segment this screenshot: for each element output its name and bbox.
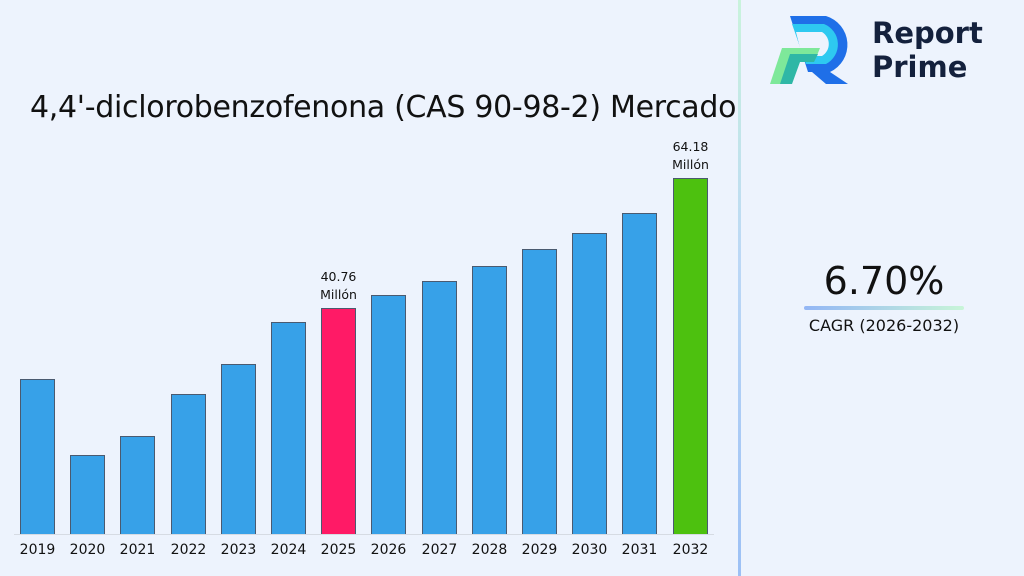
x-tick-label: 2020 [69, 542, 106, 558]
report-prime-logo-icon [770, 16, 848, 84]
bar-2021 [120, 436, 155, 534]
x-tick-label: 2025 [320, 542, 357, 558]
x-tick-label: 2022 [170, 542, 207, 558]
cagr-underline [804, 306, 964, 310]
bar-2024 [271, 322, 306, 534]
bar-2028 [472, 266, 507, 534]
bar-2019 [20, 379, 55, 534]
x-tick-label: 2031 [621, 542, 658, 558]
bar-2029 [522, 249, 557, 534]
cagr-value: 6.70% [823, 259, 945, 303]
bar-2025 [321, 308, 356, 534]
bar-2027 [422, 281, 457, 534]
bar-chart: 2019 2020 2021 2022 2023 2024 2025 40.76 Millón 2… [14, 139, 714, 558]
bar-2023 [221, 364, 256, 534]
bar-2026 [371, 295, 406, 534]
vertical-divider [738, 0, 741, 576]
x-axis-line [14, 534, 714, 535]
x-tick-label: 2027 [421, 542, 458, 558]
bar-2031 [622, 213, 657, 534]
brand-name-line1: Report [872, 16, 983, 50]
x-tick-label: 2029 [521, 542, 558, 558]
x-tick-label: 2021 [119, 542, 156, 558]
x-tick-label: 2028 [471, 542, 508, 558]
x-tick-label: 2019 [19, 542, 56, 558]
x-tick-label: 2032 [672, 542, 709, 558]
data-label-2025: 40.76 Millón [320, 269, 357, 302]
x-tick-label: 2024 [270, 542, 307, 558]
bar-2030 [572, 233, 607, 534]
brand-name: Report Prime [872, 16, 983, 84]
chart-title: 4,4'-diclorobenzofenona (CAS 90-98-2) Me… [30, 90, 737, 125]
x-tick-label: 2023 [220, 542, 257, 558]
cagr-panel: 6.70% CAGR (2026-2032) [794, 258, 974, 338]
bar-2020 [70, 455, 105, 534]
brand-name-line2: Prime [872, 50, 968, 84]
report-prime-logo: Report Prime [768, 14, 1008, 88]
bar-2022 [171, 394, 206, 534]
cagr-label: CAGR (2026-2032) [808, 316, 960, 335]
x-tick-label: 2030 [571, 542, 608, 558]
data-label-2032: 64.18 Millón [672, 139, 709, 172]
bar-2032 [673, 178, 708, 534]
x-tick-label: 2026 [370, 542, 407, 558]
